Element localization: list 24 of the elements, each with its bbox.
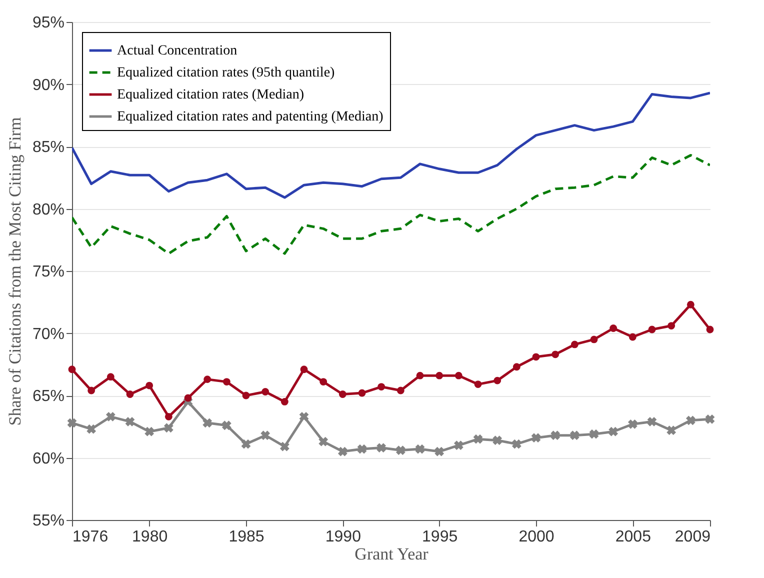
x-tick-label: 1990: [325, 528, 362, 546]
y-tick-label: 95%: [32, 14, 64, 32]
legend-label: Equalized citation rates (Median): [117, 88, 304, 102]
x-tick-label: 2009: [674, 528, 711, 546]
y-tick-label: 90%: [32, 76, 64, 94]
y-tick-label: 75%: [32, 264, 64, 280]
legend-label: Equalized citation rates and patenting (Median): [117, 110, 384, 124]
y-tick-label: 80%: [32, 201, 64, 218]
y-tick-label: 60%: [32, 450, 64, 468]
x-tick-label: 2005: [615, 528, 652, 546]
y-tick-label: 70%: [32, 326, 64, 343]
y-tick-label: 55%: [32, 512, 64, 530]
x-tick-label: 2000: [518, 528, 554, 546]
x-axis-title: Grant Year: [354, 544, 429, 564]
line-series: [72, 154, 710, 255]
y-axis-title: Share of Citations from the Most Citing Firm: [5, 117, 24, 426]
x-tick-label: 1976: [72, 528, 108, 546]
y-tick-label: 65%: [32, 388, 64, 405]
x-tick-label: 1995: [422, 528, 458, 546]
x-tick-label: 1985: [228, 528, 264, 546]
legend-label: Actual Concentration: [117, 44, 238, 58]
x-tick-label: 1980: [132, 528, 168, 546]
y-tick-label: 85%: [32, 139, 64, 156]
legend-label: Equalized citation rates (95th quantile): [117, 66, 336, 80]
